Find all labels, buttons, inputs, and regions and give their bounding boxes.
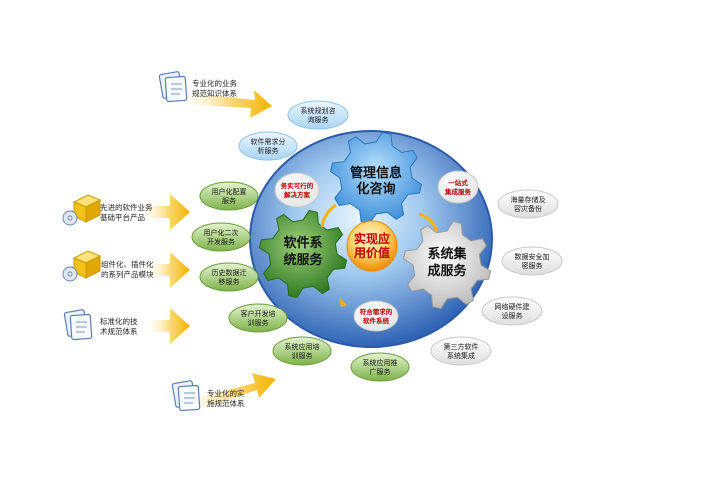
center-value-orb: 实现应 用价值 xyxy=(346,220,398,272)
blue-pill-requirements-analysis: 软件需求分 析服务 xyxy=(238,131,298,161)
gear-left-line1: 软件系 xyxy=(283,235,322,251)
curved-arrow-icon xyxy=(339,297,347,307)
gear-top-line2: 化咨询 xyxy=(356,181,395,197)
curved-arrow-icon xyxy=(418,212,439,233)
left-item-line1: 组件化、插件化 xyxy=(101,259,154,269)
left-item-line1: 专业化的业务 xyxy=(192,78,237,88)
arrow-icon xyxy=(178,90,272,118)
gear-right-line2: 成服务 xyxy=(427,263,467,279)
pill-text: 服务 xyxy=(222,196,236,205)
curved-arrow-icon xyxy=(320,203,337,228)
left-item-tech-standards: 标准化的技 术规范体系 xyxy=(63,308,190,344)
pill-text: 用户化配置 xyxy=(212,187,247,196)
green-pill-customer-training: 客户开发培 训服务 xyxy=(228,303,288,333)
pill-text: 客户开发培 xyxy=(241,309,276,318)
green-pill-data-migration: 历史数据迁 移服务 xyxy=(199,262,259,292)
pill-text: 软件需求分 xyxy=(251,137,286,146)
left-item-line2: 施规范体系 xyxy=(207,398,245,408)
gear-right-line1: 系统集 xyxy=(427,246,467,262)
gray-pill-network-hardware: 网络硬件建 设服务 xyxy=(481,296,543,326)
pill-text: 系统规划咨 xyxy=(301,106,336,115)
pill-text: 开发服务 xyxy=(207,237,235,246)
pill-text: 移服务 xyxy=(219,277,240,286)
gear-top-line1: 管理信息 xyxy=(350,165,402,181)
left-item-software-platform: 先进的软件业务 基础平台产品 xyxy=(62,194,190,230)
arrow-icon xyxy=(140,194,190,230)
green-pill-app-promotion: 系统应用推 广服务 xyxy=(350,352,410,382)
pill-text: 第三方软件 xyxy=(444,342,479,351)
blue-pill-system-planning: 系统规划咨 询服务 xyxy=(287,100,349,130)
pill-text: 密服务 xyxy=(522,261,543,270)
arrow-icon xyxy=(180,373,276,414)
pill-text: 析服务 xyxy=(258,146,279,155)
left-item-line2: 规范知识体系 xyxy=(192,88,237,98)
fit-line2: 软件系统 xyxy=(363,316,390,325)
red-label-feasible-solution: 务实可行的 解决方案 xyxy=(274,172,320,208)
green-pill-secondary-dev: 用户化二次 开发服务 xyxy=(191,222,251,252)
red-label-fit-software: 符合需求的 软件系统 xyxy=(353,300,399,332)
green-pill-config: 用户化配置 服务 xyxy=(199,181,259,211)
pill-text: 系统应用推 xyxy=(363,358,398,367)
left-item-implementation-standards: 专业化的实 施规范体系 xyxy=(171,373,276,414)
left-item-line1: 先进的软件业务 xyxy=(100,202,153,212)
pill-text: 设服务 xyxy=(502,311,523,320)
onestop-line1: 一站式 xyxy=(448,178,468,187)
pill-text: 历史数据迁 xyxy=(212,268,247,277)
gear-top-management-consulting: 管理信息 化咨询 xyxy=(329,131,423,225)
left-item-line2: 术规范体系 xyxy=(100,326,138,336)
left-item-line1: 专业化的实 xyxy=(207,388,245,398)
feasible-line1: 务实可行的 xyxy=(281,181,314,190)
pill-text: 系统应用培 xyxy=(285,342,320,351)
pill-text: 询服务 xyxy=(308,115,329,124)
left-item-product-modules: 组件化、插件化 的系列产品模块 xyxy=(62,250,190,288)
left-item-line2: 的系列产品模块 xyxy=(101,269,154,279)
gear-left-software-services: 软件系 统服务 xyxy=(258,209,348,299)
center-line2: 用价值 xyxy=(353,245,390,260)
green-pill-app-training: 系统应用培 训服务 xyxy=(272,336,332,366)
pill-text: 海量存储及 xyxy=(511,195,546,204)
gray-pill-third-party: 第三方软件 系统集成 xyxy=(430,336,492,366)
gear-right-integration-services: 系统集 成服务 xyxy=(402,220,492,310)
pill-text: 容灾备份 xyxy=(514,204,542,213)
gear-left-line2: 统服务 xyxy=(283,252,323,268)
left-item-business-knowledge: 专业化的业务 规范知识体系 xyxy=(158,71,272,118)
pill-text: 训服务 xyxy=(292,351,313,360)
pill-text: 训服务 xyxy=(248,318,269,327)
left-item-line1: 标准化的技 xyxy=(100,316,138,326)
pill-text: 广服务 xyxy=(370,367,391,376)
gray-pill-data-encryption: 数据安全加 密服务 xyxy=(501,246,563,276)
gray-pill-storage-backup: 海量存储及 容灾备份 xyxy=(497,189,559,219)
document-icon xyxy=(171,380,201,412)
arrow-icon xyxy=(146,308,190,344)
pill-text: 系统集成 xyxy=(447,351,475,360)
software-box-icon xyxy=(62,194,102,226)
feasible-line2: 解决方案 xyxy=(284,190,311,199)
red-label-onestop-integration: 一站式 集成服务 xyxy=(437,170,479,204)
center-line1: 实现应 xyxy=(354,231,390,246)
left-item-line2: 基础平台产品 xyxy=(100,212,145,222)
pill-text: 网络硬件建 xyxy=(495,302,530,311)
software-box-icon xyxy=(62,250,102,282)
arrow-icon xyxy=(146,252,190,288)
document-icon xyxy=(63,309,93,341)
onestop-line2: 集成服务 xyxy=(444,187,472,196)
document-icon xyxy=(158,71,188,103)
pill-text: 用户化二次 xyxy=(204,228,239,237)
pill-text: 数据安全加 xyxy=(515,252,550,261)
fit-line1: 符合需求的 xyxy=(360,307,393,316)
